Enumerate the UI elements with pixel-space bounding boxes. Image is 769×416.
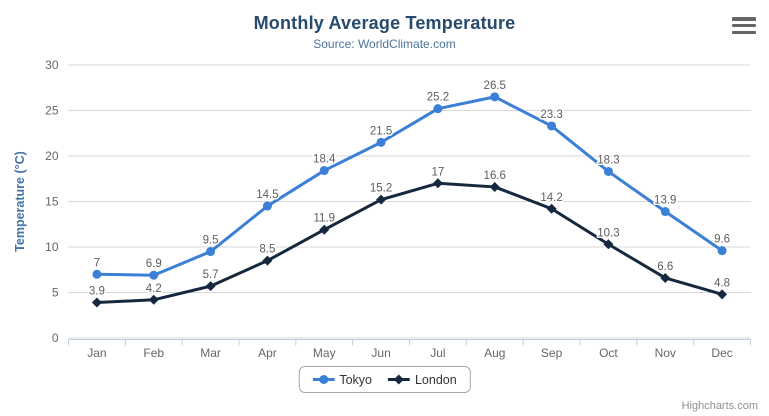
data-label: 9.6 [714, 234, 730, 246]
data-point-marker[interactable] [660, 207, 670, 217]
data-point-marker[interactable] [376, 194, 387, 205]
x-axis-label: Jun [371, 346, 390, 360]
data-point-marker[interactable] [490, 92, 500, 102]
x-axis-label: Jan [87, 346, 106, 360]
x-axis-label: Aug [484, 346, 505, 360]
data-point-marker[interactable] [489, 181, 500, 192]
y-tick-label: 25 [45, 104, 59, 118]
data-point-marker[interactable] [546, 203, 557, 214]
y-tick-label: 5 [52, 286, 59, 300]
data-label: 18.3 [597, 154, 619, 166]
data-label: 23.3 [540, 109, 562, 121]
data-label: 4.2 [146, 283, 162, 295]
data-point-marker[interactable] [376, 137, 386, 147]
y-tick-label: 30 [45, 58, 59, 72]
data-label: 25.2 [427, 92, 449, 104]
x-axis-label: May [313, 346, 336, 360]
chart-subtitle: Source: WorldClimate.com [313, 37, 456, 51]
data-point-marker[interactable] [433, 104, 443, 114]
data-label: 14.5 [256, 189, 278, 201]
data-point-marker[interactable] [319, 166, 329, 176]
legend-marker-diamond-icon [387, 374, 410, 385]
x-axis-label: Sep [541, 346, 563, 360]
data-point-marker[interactable] [205, 281, 216, 292]
data-point-marker[interactable] [717, 289, 728, 300]
legend-item-london[interactable]: London [387, 372, 457, 387]
x-axis-label: Feb [143, 346, 164, 360]
data-label: 17 [432, 166, 445, 178]
hamburger-icon [732, 17, 756, 21]
data-point-marker[interactable] [149, 270, 159, 280]
data-point-marker[interactable] [432, 178, 443, 189]
data-label: 10.3 [597, 227, 619, 239]
x-axis-label: Dec [711, 346, 732, 360]
export-menu-button[interactable] [732, 17, 756, 34]
data-label: 16.6 [484, 170, 506, 182]
x-axis-label: Apr [258, 346, 277, 360]
legend-label: London [414, 372, 457, 387]
data-label: 6.9 [146, 258, 162, 270]
data-point-marker[interactable] [206, 247, 216, 257]
y-tick-label: 0 [52, 331, 59, 345]
credits-link[interactable]: Highcharts.com [681, 400, 758, 412]
data-label: 21.5 [370, 125, 392, 137]
data-point-marker[interactable] [717, 246, 727, 256]
legend: Tokyo London [298, 366, 471, 393]
legend-marker-circle-icon [312, 375, 335, 384]
data-point-marker[interactable] [91, 297, 102, 308]
y-axis-title: Temperature (°C) [13, 151, 27, 252]
hamburger-icon [732, 30, 756, 34]
x-axis-label: Mar [200, 346, 221, 360]
chart-title: Monthly Average Temperature [253, 13, 516, 33]
data-point-marker[interactable] [262, 255, 273, 266]
data-label: 8.5 [259, 244, 275, 256]
data-label: 18.4 [313, 154, 336, 166]
y-tick-label: 15 [45, 195, 59, 209]
data-label: 11.9 [313, 213, 335, 225]
series-line-tokyo [96, 95, 723, 277]
y-tick-label: 10 [45, 240, 59, 254]
data-label: 15.2 [370, 183, 392, 195]
data-point-marker[interactable] [660, 272, 671, 283]
series-line-london [96, 181, 723, 305]
data-point-marker[interactable] [603, 166, 613, 176]
data-point-marker[interactable] [319, 224, 330, 235]
data-label: 9.5 [203, 235, 219, 247]
legend-item-tokyo[interactable]: Tokyo [312, 373, 372, 387]
legend-label: Tokyo [339, 372, 372, 387]
data-label: 3.9 [89, 286, 105, 298]
data-point-marker[interactable] [92, 269, 102, 279]
x-axis-label: Jul [430, 346, 445, 360]
data-label: 13.9 [654, 195, 676, 207]
data-label: 5.7 [203, 269, 219, 281]
data-label: 26.5 [484, 80, 506, 92]
data-point-marker[interactable] [148, 294, 159, 305]
data-point-marker[interactable] [603, 239, 614, 250]
x-axis-label: Nov [655, 346, 676, 360]
data-label: 7 [94, 257, 100, 269]
data-label: 14.2 [540, 192, 562, 204]
hamburger-icon [732, 23, 756, 28]
data-point-marker[interactable] [547, 121, 557, 131]
data-label: 6.6 [657, 261, 673, 273]
y-tick-label: 20 [45, 149, 59, 163]
data-label: 4.8 [714, 277, 730, 289]
data-point-marker[interactable] [262, 201, 272, 211]
x-axis-label: Oct [599, 346, 618, 360]
